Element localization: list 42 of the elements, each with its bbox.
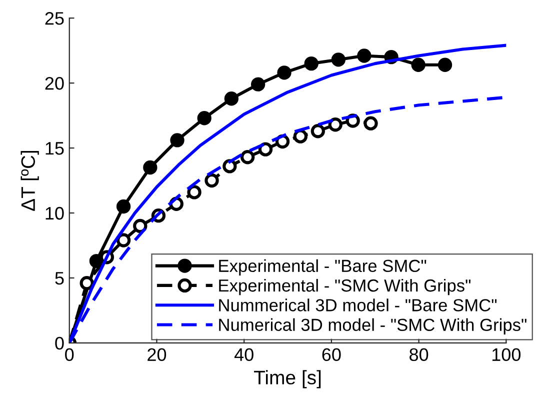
x-axis-title: Time [s] xyxy=(254,370,321,388)
y-tick-label: 0 xyxy=(55,336,64,350)
x-tick-label: 60 xyxy=(322,348,341,362)
x-tick-label: 20 xyxy=(148,348,166,362)
point xyxy=(250,77,266,92)
y-tick-label: 25 xyxy=(45,12,64,25)
x-tick-label: 80 xyxy=(410,348,428,362)
point xyxy=(240,150,255,164)
point xyxy=(133,218,148,234)
x-tick-label: 40 xyxy=(234,348,254,362)
point xyxy=(143,160,158,175)
legend-label: Experimental - "Bare SMC" xyxy=(219,259,426,276)
y-axis-title: ΔT [ºC] xyxy=(20,150,39,211)
point xyxy=(187,185,202,200)
point xyxy=(204,173,219,188)
legend-label: Experimental - "SMC With Grips" xyxy=(219,278,470,296)
point xyxy=(411,58,426,72)
point xyxy=(222,159,237,174)
legend-label: Nummerical 3D model - "Bare SMC" xyxy=(219,298,497,312)
point xyxy=(357,48,372,63)
x-tick-label: 100 xyxy=(492,348,521,362)
point xyxy=(364,116,378,130)
y-tick-label: 15 xyxy=(46,142,64,155)
point xyxy=(116,233,131,248)
y-tick-label: 10 xyxy=(46,206,64,220)
point xyxy=(328,118,342,132)
point xyxy=(258,142,273,156)
y-tick-label: 5 xyxy=(55,272,64,285)
y-tick-label: 20 xyxy=(45,76,64,90)
point xyxy=(116,199,131,214)
point xyxy=(224,92,239,106)
point xyxy=(293,129,308,144)
point xyxy=(304,56,318,71)
point xyxy=(310,124,325,138)
legend-label: Numerical 3D model - "SMC With Grips" xyxy=(219,318,526,334)
point xyxy=(197,111,212,126)
x-tick-label: 0 xyxy=(65,348,74,362)
point xyxy=(80,276,94,290)
point xyxy=(331,52,346,67)
point xyxy=(170,133,184,148)
point xyxy=(277,66,292,80)
point xyxy=(438,58,452,72)
